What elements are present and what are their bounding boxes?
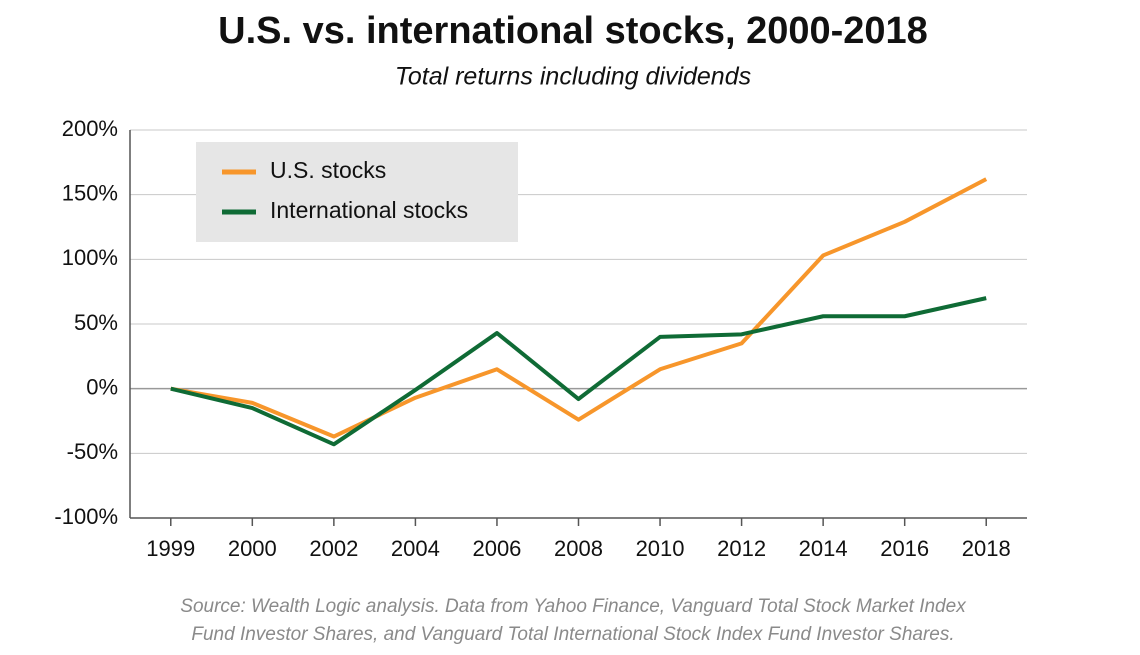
y-tick-label: 50%	[74, 310, 118, 335]
y-tick-label: 0%	[86, 374, 118, 399]
y-tick-label: 200%	[62, 116, 118, 141]
y-tick-label: 100%	[62, 245, 118, 270]
x-tick-label: 2012	[717, 536, 766, 561]
series-line	[170, 296, 987, 447]
y-tick-label: 150%	[62, 180, 118, 205]
x-tick-label: 2014	[799, 536, 848, 561]
legend-label: U.S. stocks	[270, 157, 386, 183]
x-tick-label: 2016	[880, 536, 929, 561]
x-tick-label: 2010	[636, 536, 685, 561]
x-tick-label: 2002	[309, 536, 358, 561]
source-note: Fund Investor Shares, and Vanguard Total…	[191, 624, 954, 645]
series-line	[170, 177, 988, 439]
x-tick-label: 2000	[228, 536, 277, 561]
y-tick-label: -100%	[54, 504, 118, 529]
chart-subtitle: Total returns including dividends	[395, 63, 751, 91]
chart-title: U.S. vs. international stocks, 2000-2018	[218, 10, 928, 52]
x-tick-label: 2018	[962, 536, 1011, 561]
x-tick-label: 2008	[554, 536, 603, 561]
legend-box	[196, 142, 518, 242]
y-tick-label: -50%	[67, 439, 118, 464]
x-tick-label: 2006	[472, 536, 521, 561]
legend-label: International stocks	[270, 197, 468, 223]
source-note: Source: Wealth Logic analysis. Data from…	[180, 596, 967, 617]
x-tick-label: 2004	[391, 536, 440, 561]
x-tick-label: 1999	[146, 536, 195, 561]
